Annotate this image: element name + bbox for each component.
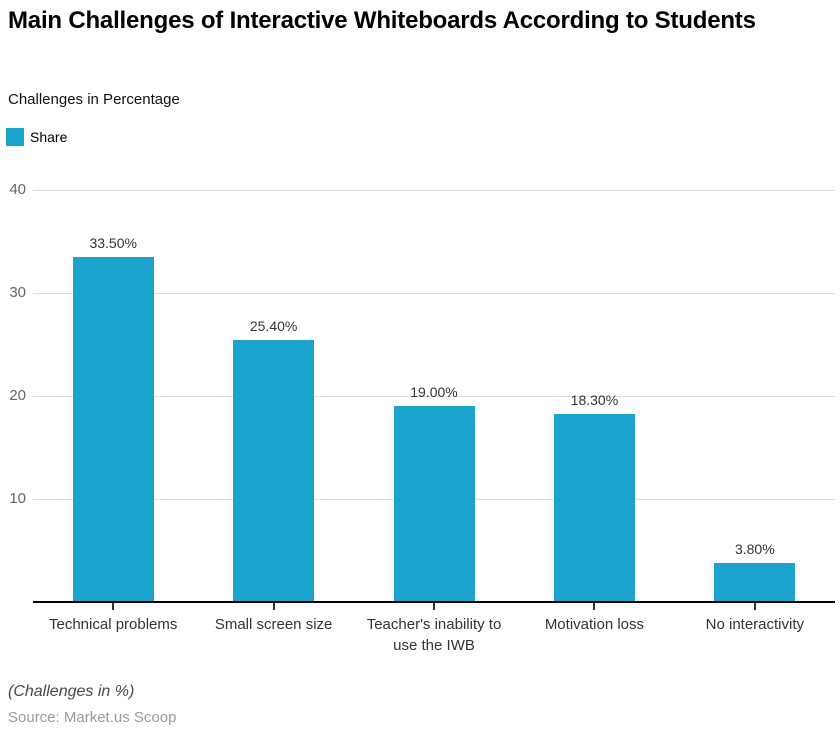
x-axis-category-labels: Technical problems Small screen size Teach…	[33, 614, 835, 656]
bar	[393, 406, 475, 602]
category-label: Teacher's inability to use the IWB	[366, 616, 502, 654]
legend: Share	[6, 128, 67, 146]
bar-slot: 33.50%	[33, 190, 193, 602]
x-axis-line	[33, 601, 835, 603]
bar-slot: 19.00%	[354, 190, 514, 602]
gridline	[33, 293, 835, 294]
bar-value-label: 18.30%	[570, 391, 619, 408]
x-tick-slot	[354, 603, 514, 610]
category-label: No interactivity	[705, 616, 805, 633]
legend-label: Share	[30, 129, 68, 145]
y-tick-label: 10	[9, 490, 26, 507]
source-text: Source: Market.us Scoop	[8, 709, 177, 726]
x-tick	[433, 603, 436, 610]
x-tick	[272, 603, 275, 610]
y-tick-label: 20	[9, 387, 26, 404]
x-axis-ticks	[33, 603, 835, 610]
gridline	[33, 396, 835, 397]
chart-note: (Challenges in %)	[8, 683, 135, 700]
bar-value-label: 3.80%	[734, 540, 775, 557]
bar	[714, 562, 796, 602]
category-label: Motivation loss	[544, 616, 645, 633]
page-title: Main Challenges of Interactive Whiteboar…	[8, 7, 756, 34]
bar-slot: 3.80%	[675, 190, 835, 602]
category-label: Technical problems	[49, 616, 178, 633]
chart-subtitle: Challenges in Percentage	[8, 91, 180, 108]
bar-slot: 18.30%	[514, 190, 674, 602]
bars-container: 33.50% 25.40% 19.00% 18.30% 3.80%	[33, 190, 835, 602]
x-tick	[753, 603, 756, 610]
gridline	[33, 190, 835, 191]
bar	[553, 413, 635, 602]
bar	[233, 340, 315, 602]
bar-slot: 25.40%	[193, 190, 353, 602]
x-tick-slot	[33, 603, 193, 610]
y-axis-labels: 10 20 30 40	[0, 181, 26, 602]
bar-value-label: 33.50%	[89, 234, 137, 251]
bar-value-label: 19.00%	[410, 384, 458, 401]
x-tick-slot	[193, 603, 353, 610]
bar-value-label: 25.40%	[249, 318, 298, 335]
y-tick-label: 30	[9, 284, 26, 301]
x-tick-slot	[514, 603, 674, 610]
legend-swatch-icon	[6, 128, 24, 146]
x-tick	[112, 603, 115, 610]
x-tick-slot	[675, 603, 835, 610]
y-tick-label: 40	[9, 181, 26, 198]
bar	[72, 256, 154, 602]
x-tick	[593, 603, 596, 610]
category-label: Small screen size	[214, 616, 333, 633]
plot-area: 33.50% 25.40% 19.00% 18.30% 3.80%	[33, 190, 835, 602]
